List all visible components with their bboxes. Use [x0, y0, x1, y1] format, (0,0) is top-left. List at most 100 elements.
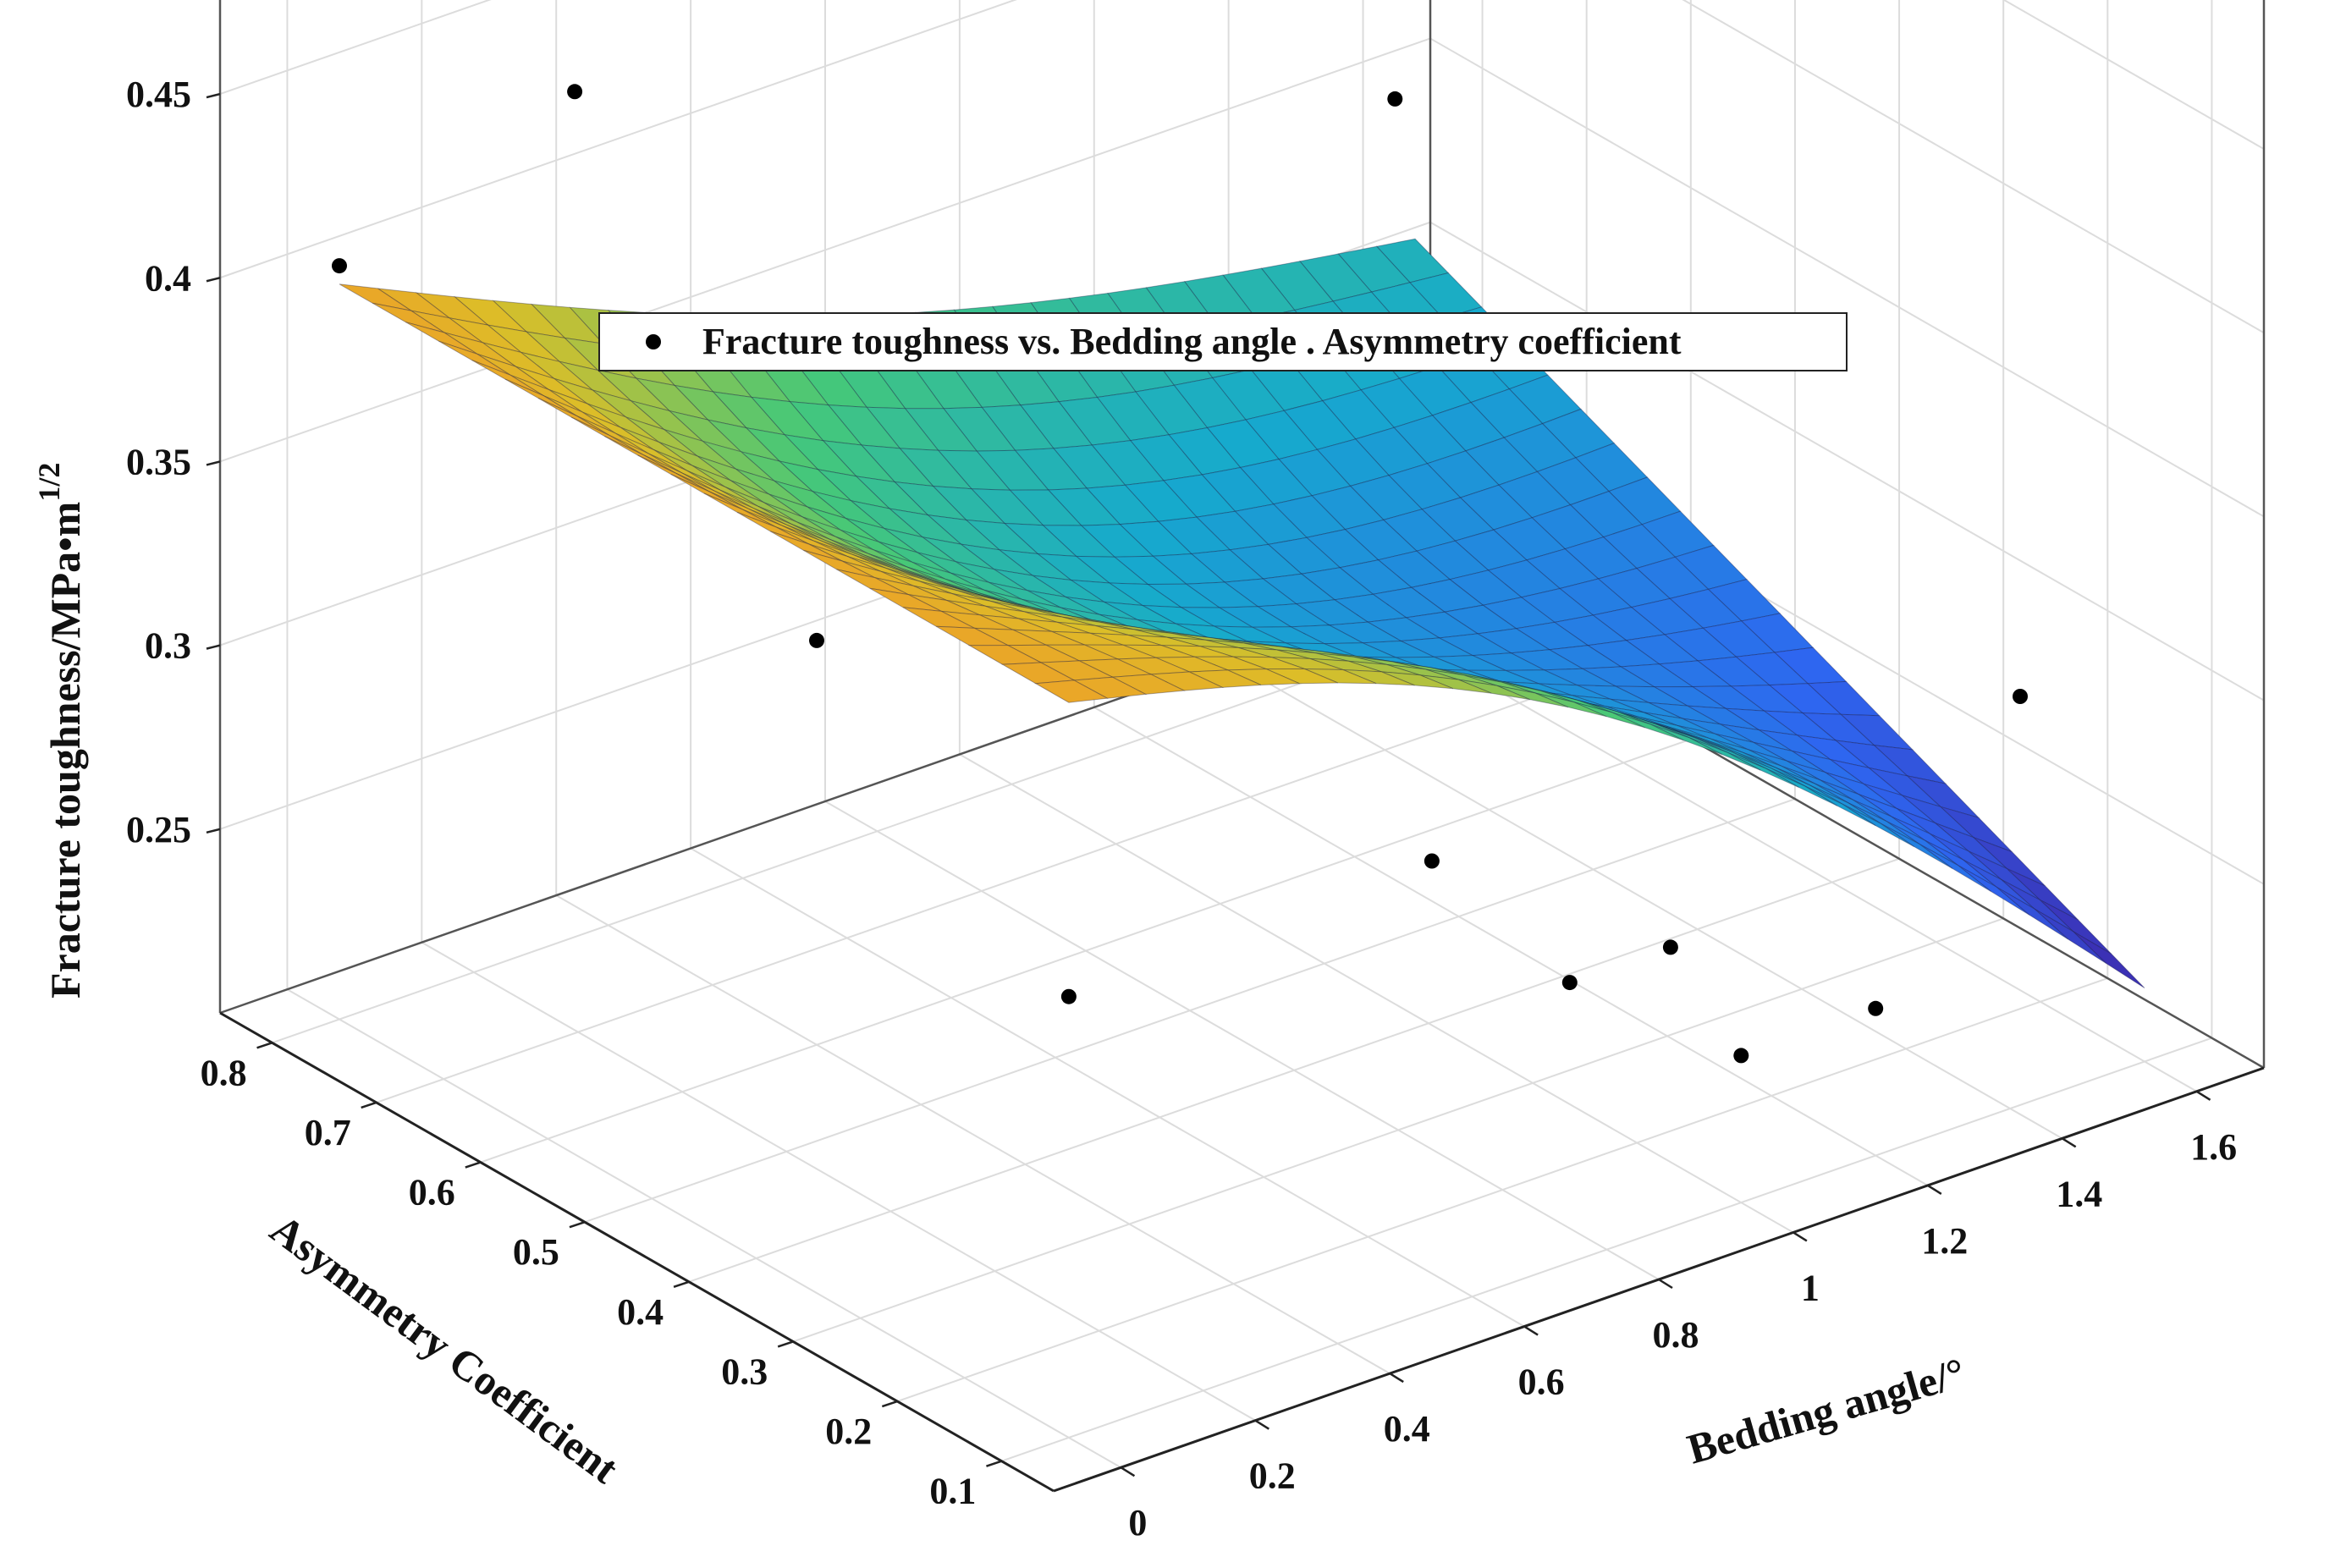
x-tick-label: 0: [1128, 1502, 1147, 1543]
x-tick-label: 1.4: [2056, 1173, 2102, 1214]
surface-patch: [862, 554, 935, 581]
surface-patch: [1801, 712, 1875, 746]
surface-patch: [1825, 772, 1897, 809]
surface-patch: [770, 531, 843, 562]
data-point: [2013, 689, 2028, 704]
x-tick: [1658, 1278, 1673, 1290]
x-axis-label: Bedding angle/°: [1682, 1349, 1970, 1473]
y-tick: [777, 1340, 794, 1348]
y-tick: [673, 1280, 690, 1288]
grid-line-x-floor: [555, 894, 1391, 1374]
y-tick: [986, 1460, 1002, 1467]
surface-patch: [697, 455, 769, 495]
grid-line-x-floor: [824, 801, 1660, 1280]
x-tick: [1254, 1419, 1269, 1430]
data-point: [1662, 939, 1678, 955]
y-tick-label: 0.6: [409, 1172, 455, 1213]
surface-patch: [1663, 627, 1737, 662]
data-point: [332, 258, 347, 274]
surface-patch: [1386, 663, 1459, 680]
surface-patch: [970, 488, 1044, 526]
surface-patch: [1018, 618, 1090, 634]
x-tick: [1389, 1373, 1404, 1384]
x-tick-label: 0.2: [1249, 1455, 1296, 1497]
data-point: [809, 632, 824, 648]
z-axis-label-superscript: 1/2: [32, 463, 66, 502]
surface-patch: [852, 553, 925, 580]
surface-patch: [935, 625, 1009, 646]
surface-patch: [1809, 784, 1881, 824]
surface-patch: [1572, 695, 1644, 713]
grid-line-z-side: [1682, 0, 2265, 334]
surface-patch: [438, 340, 511, 376]
surface-patch: [1223, 578, 1297, 608]
data-point: [1424, 853, 1440, 869]
grid-line-z-back: [219, 0, 1017, 279]
surface-patch: [855, 476, 929, 516]
y-tick-label: 0.7: [305, 1112, 351, 1153]
surface-patch: [1199, 646, 1272, 658]
y-tick: [881, 1400, 898, 1408]
surface-patch: [642, 454, 715, 492]
z-axis-label: Fracture toughness/MPa•m1/2: [32, 463, 89, 999]
data-point: [1733, 1048, 1749, 1064]
y-axis-label: Asymmetry Coefficient: [262, 1205, 627, 1493]
surface-patch: [836, 569, 909, 596]
surface-patch: [785, 524, 858, 555]
grid-line-x-floor: [286, 988, 1121, 1469]
y-axis-line: [219, 1011, 1055, 1493]
surface-patch: [377, 288, 450, 319]
legend-entry: Fracture toughness vs. Bedding angle . A…: [702, 321, 1682, 362]
z-tick: [206, 460, 221, 466]
grid-line-y-floor: [792, 917, 2004, 1343]
grid-line-z-side: [1429, 221, 2265, 701]
surface-patch: [1034, 679, 1109, 703]
surface-patch: [1028, 608, 1101, 623]
grid-line-x-floor: [1228, 659, 2063, 1140]
surface-patch: [1262, 573, 1336, 605]
x-tick-label: 0.4: [1384, 1408, 1430, 1450]
surface-patch: [1699, 738, 1771, 769]
surface-patch: [604, 436, 677, 474]
x-tick: [1927, 1184, 1942, 1195]
x-tick-label: 1: [1801, 1267, 1820, 1308]
surface-patch: [1539, 683, 1611, 700]
data-point: [1387, 91, 1403, 107]
z-axis-label-group: Fracture toughness/MPa•m1/2: [32, 463, 89, 999]
surface-patch: [1381, 671, 1454, 690]
surface-patch: [841, 560, 914, 586]
surface-patch: [1227, 668, 1300, 686]
surface-patch: [1830, 759, 1903, 796]
z-tick-label: 0.35: [126, 441, 191, 482]
grid-line-x-floor: [421, 941, 1256, 1422]
surface-patch: [1691, 685, 1766, 712]
data-points: [332, 84, 2028, 1064]
y-tick-label: 0.8: [201, 1052, 247, 1093]
z-tick: [206, 828, 221, 834]
y-tick: [465, 1161, 482, 1169]
z-tick-label: 0.4: [145, 257, 191, 299]
surface-patch: [537, 398, 610, 437]
surface-patch: [372, 302, 445, 333]
surface-patch: [885, 567, 958, 591]
surface-patch: [1534, 692, 1607, 718]
grid-line-y-floor: [584, 798, 1796, 1224]
legend-marker: [646, 334, 661, 349]
surface-patch: [1161, 645, 1234, 657]
surface-patch: [1935, 823, 2007, 869]
z-tick: [206, 277, 221, 283]
z-tick-label: 0.25: [126, 809, 191, 850]
surface-patch: [1498, 470, 1572, 519]
y-tick-label: 0.5: [513, 1231, 559, 1273]
z-tick-label: 0.3: [145, 625, 191, 667]
surface-patch: [1148, 671, 1225, 691]
y-tick-label: 0.1: [929, 1471, 976, 1512]
x-tick: [1793, 1231, 1808, 1242]
surface-patch: [1868, 767, 1941, 807]
grid-line-z-back: [219, 37, 1431, 463]
surface-patch: [902, 607, 975, 629]
grid-line-x-floor: [690, 847, 1525, 1328]
x-tick-label: 1.2: [1921, 1220, 1968, 1262]
surface-patch: [812, 491, 884, 529]
